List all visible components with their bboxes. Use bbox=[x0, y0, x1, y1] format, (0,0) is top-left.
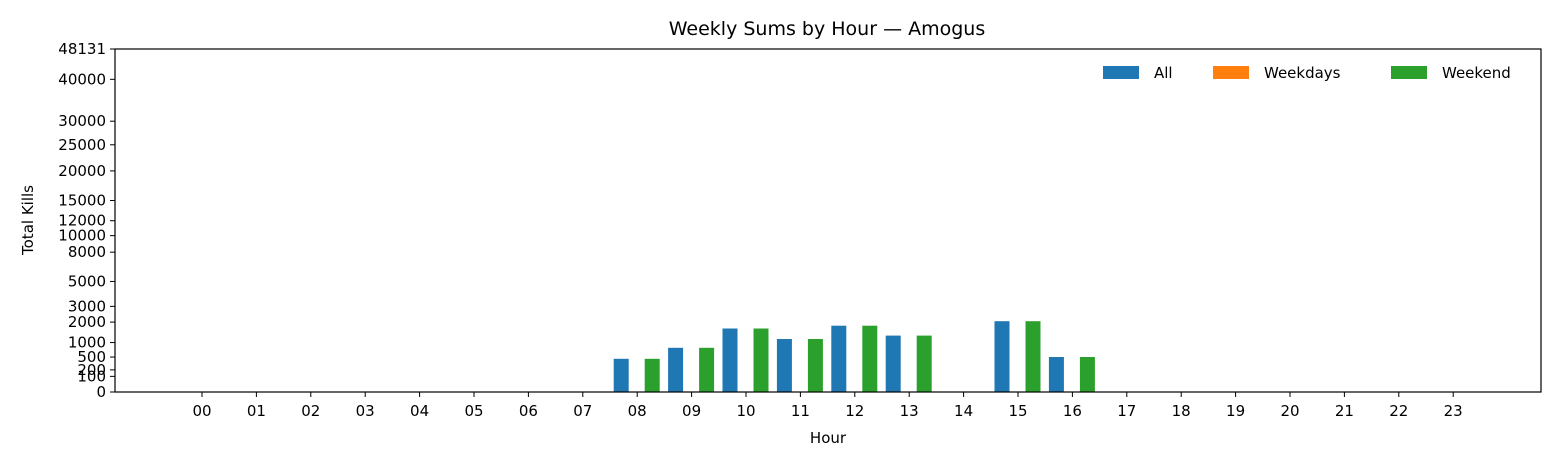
y-tick-label: 20000 bbox=[58, 162, 106, 180]
chart-title: Weekly Sums by Hour — Amogus bbox=[668, 18, 986, 40]
x-tick-label: 22 bbox=[1389, 402, 1408, 420]
y-tick-label: 25000 bbox=[58, 136, 106, 154]
y-tick-label: 200 bbox=[77, 361, 106, 379]
bar-all-16 bbox=[1048, 357, 1064, 392]
y-tick-label: 3000 bbox=[68, 297, 106, 315]
bar-all-10 bbox=[722, 328, 738, 392]
bars-layer bbox=[613, 321, 1095, 392]
y-tick-label: 12000 bbox=[58, 212, 106, 230]
legend: All Weekdays Weekend bbox=[1103, 64, 1511, 82]
x-tick-label: 17 bbox=[1117, 402, 1136, 420]
bar-weekend-09 bbox=[699, 347, 715, 392]
x-axis: 00 01 02 03 04 05 06 07 08 09 10 11 12 13 14 15 16 17 18 19… bbox=[192, 392, 1463, 420]
x-tick-label: 15 bbox=[1008, 402, 1027, 420]
legend-label-weekend: Weekend bbox=[1442, 64, 1511, 82]
x-tick-label: 18 bbox=[1172, 402, 1191, 420]
bar-all-15 bbox=[994, 321, 1010, 392]
x-tick-label: 03 bbox=[356, 402, 375, 420]
y-tick-label: 30000 bbox=[58, 112, 106, 130]
bar-all-09 bbox=[668, 347, 684, 392]
y-tick-label: 5000 bbox=[68, 272, 106, 290]
x-axis-label: Hour bbox=[810, 429, 847, 447]
y-axis-label: Total Kills bbox=[19, 185, 37, 256]
bar-all-12 bbox=[831, 325, 847, 392]
legend-swatch-weekend bbox=[1391, 66, 1427, 79]
x-tick-label: 12 bbox=[845, 402, 864, 420]
x-tick-label: 13 bbox=[900, 402, 919, 420]
y-tick-label: 0 bbox=[96, 383, 106, 401]
y-tick-label: 100 bbox=[77, 367, 106, 385]
x-tick-label: 09 bbox=[682, 402, 701, 420]
bar-weekend-15 bbox=[1025, 321, 1041, 392]
bar-weekend-13 bbox=[916, 335, 932, 392]
y-tick-label: 48131 bbox=[58, 40, 106, 58]
y-tick-label: 1000 bbox=[68, 334, 106, 352]
x-tick-label: 19 bbox=[1226, 402, 1245, 420]
y-tick-label: 40000 bbox=[58, 70, 106, 88]
y-tick-label: 15000 bbox=[58, 192, 106, 210]
bar-weekend-16 bbox=[1079, 357, 1095, 392]
bar-weekend-08 bbox=[644, 358, 660, 392]
y-tick-label: 2000 bbox=[68, 313, 106, 331]
y-tick-label: 500 bbox=[77, 348, 106, 366]
legend-swatch-weekdays bbox=[1213, 66, 1249, 79]
x-tick-label: 11 bbox=[791, 402, 810, 420]
bar-all-11 bbox=[776, 339, 792, 392]
x-tick-label: 21 bbox=[1335, 402, 1354, 420]
x-tick-label: 10 bbox=[736, 402, 755, 420]
legend-swatch-all bbox=[1103, 66, 1139, 79]
x-tick-label: 00 bbox=[192, 402, 211, 420]
x-tick-label: 05 bbox=[464, 402, 483, 420]
x-tick-label: 02 bbox=[301, 402, 320, 420]
x-tick-label: 20 bbox=[1280, 402, 1299, 420]
bar-all-13 bbox=[885, 335, 901, 392]
x-tick-label: 14 bbox=[954, 402, 973, 420]
legend-label-all: All bbox=[1154, 64, 1173, 82]
x-tick-label: 04 bbox=[410, 402, 429, 420]
x-tick-label: 23 bbox=[1444, 402, 1463, 420]
bar-all-08 bbox=[613, 358, 629, 392]
x-tick-label: 06 bbox=[519, 402, 538, 420]
y-tick-label: 8000 bbox=[68, 243, 106, 261]
x-tick-label: 01 bbox=[247, 402, 266, 420]
x-tick-label: 08 bbox=[628, 402, 647, 420]
bar-weekend-11 bbox=[807, 339, 823, 392]
y-tick-label: 10000 bbox=[58, 227, 106, 245]
plot-area-frame bbox=[114, 48, 1542, 393]
bar-weekend-12 bbox=[862, 325, 878, 392]
x-tick-label: 16 bbox=[1063, 402, 1082, 420]
x-tick-label: 07 bbox=[573, 402, 592, 420]
bar-weekend-10 bbox=[753, 328, 769, 392]
legend-label-weekdays: Weekdays bbox=[1264, 64, 1341, 82]
